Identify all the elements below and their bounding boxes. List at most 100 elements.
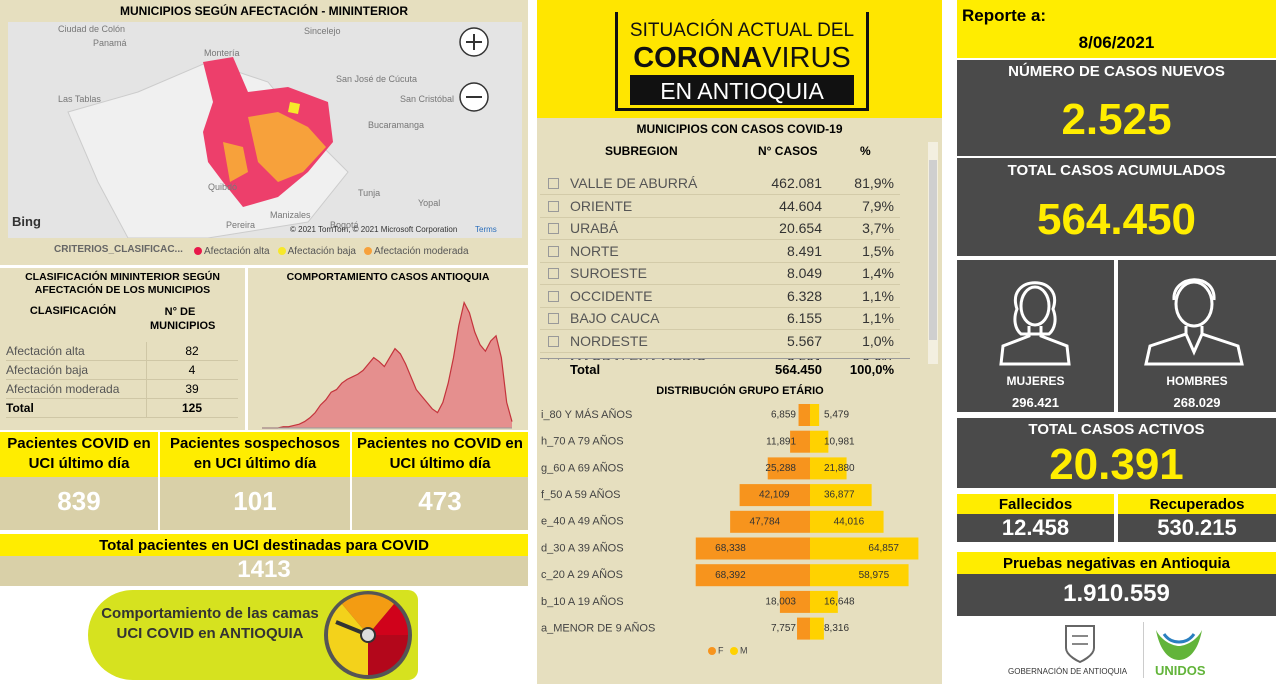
recovered-header <box>1118 494 1276 514</box>
table-header: CLASIFICACIÓN <box>29 305 117 317</box>
map-place-label: Pereira <box>226 220 256 230</box>
total-cases-value: 564.450 <box>1036 195 1197 244</box>
map-legend: Afectación alta Afectación baja Afectación… <box>194 244 524 258</box>
uci-body <box>160 477 350 530</box>
negative-value: 1.910.559 <box>1063 580 1170 607</box>
uci-beds-button-text[interactable]: Comportamiento de las camas UCI COVID en… <box>101 605 319 642</box>
subregion-cases: 5.567 <box>786 332 822 349</box>
classification-panel <box>0 268 245 430</box>
new-cases-label: NÚMERO DE CASOS NUEVOS <box>1008 63 1225 80</box>
uci-header <box>160 432 350 477</box>
classification-title: CLASIFICACIÓN MININTERIOR SEGÚN AFECTACI… <box>25 271 220 296</box>
active-box <box>957 418 1276 488</box>
deaths-header <box>957 494 1114 514</box>
subregion-name: MAGDALENA MEDIO <box>570 352 707 360</box>
deaths-body <box>957 514 1114 542</box>
expand-icon <box>548 245 559 257</box>
subregion-row: SUROESTE 8.049 1,4% <box>540 262 900 285</box>
subregion-pct: 81,9% <box>854 175 894 191</box>
report-label: Reporte a: <box>962 6 1047 25</box>
subregion-row: NORTE 8.491 1,5% <box>540 240 900 263</box>
uci-body <box>352 477 528 530</box>
map-place-label: San José de Cúcuta <box>336 74 418 84</box>
scrollbar-thumb[interactable] <box>929 160 937 340</box>
recovered-body <box>1118 514 1276 542</box>
subregion-cases: 3.591 <box>740 352 822 360</box>
uci-value: 839 <box>57 486 101 516</box>
active-value: 20.391 <box>1049 440 1184 489</box>
legend-dot <box>277 247 286 255</box>
map-place-label: Sincelejo <box>304 26 341 36</box>
uci-label: Pacientes no COVID en UCI último día <box>357 435 523 472</box>
men-box <box>1118 260 1276 412</box>
table-cell: 39 <box>185 382 199 396</box>
deaths-value: 12.458 <box>1001 515 1070 540</box>
subregion-cases: 8.049 <box>786 265 822 281</box>
subregion-pct: 1,0% <box>862 332 894 349</box>
table-cell: Afectación baja <box>6 361 147 379</box>
expand-icon <box>548 178 559 189</box>
new-cases-box <box>957 60 1276 156</box>
recovered-value: 530.215 <box>1157 515 1237 540</box>
subregion-cases: 20.654 <box>779 220 822 236</box>
expand-icon <box>548 223 559 234</box>
uci-body <box>0 477 158 530</box>
deaths-label: Fallecidos <box>998 496 1073 513</box>
subregion-name: OCCIDENTE <box>570 287 653 304</box>
legend-dot <box>364 247 372 255</box>
legend-title: CRITERIOS_CLASIFICAC... <box>54 244 183 255</box>
map-place-label: Yopal <box>418 198 441 208</box>
uci-header <box>0 432 158 477</box>
subregion-row: OCCIDENTE 6.328 1,1% <box>540 285 900 308</box>
negative-header <box>957 552 1276 574</box>
subregion-pct: 3,7% <box>862 220 894 236</box>
expand-icon <box>548 200 559 212</box>
subregion-name: NORTE <box>570 242 619 259</box>
moderate-area <box>223 142 248 182</box>
subregion-cases: 44.604 <box>779 197 822 214</box>
subregion-name: VALLE DE ABURRÁ <box>570 175 698 191</box>
subregion-name: BAJO CAUCA <box>570 310 660 326</box>
uci-total-value: 1413 <box>237 556 291 583</box>
subregion-cases: 6.328 <box>786 287 822 304</box>
subregion-row: VALLE DE ABURRÁ 462.081 81,9% <box>540 172 900 195</box>
subregion-cases: 8.491 <box>786 242 822 259</box>
subregion-name: ORIENTE <box>570 197 633 214</box>
subregion-row: ORIENTE 44.604 7,9% <box>540 195 900 218</box>
legend-label: Afectación alta <box>204 245 270 257</box>
man-icon <box>1144 278 1244 366</box>
uci-total-body <box>0 556 528 586</box>
subregion-cases: 6.155 <box>786 310 822 326</box>
negative-body <box>957 574 1276 616</box>
legend-item: Afectación moderada <box>364 244 469 258</box>
map-place-label: Bucaramanga <box>368 120 425 130</box>
subregion-pct: 7,9% <box>862 197 894 214</box>
total-cases-label: TOTAL CASOS ACUMULADOS <box>1007 162 1226 179</box>
table-cell: 125 <box>181 401 203 415</box>
table-row: Afectación baja 4 <box>6 361 238 380</box>
women-value: 296.421 <box>1012 395 1059 410</box>
subregion-pct: 1,1% <box>862 287 894 304</box>
subregion-name: URABÁ <box>570 220 619 236</box>
report-date: 8/06/2021 <box>1078 33 1155 52</box>
low-area <box>288 102 300 114</box>
negative-label: Pruebas negativas en Antioquia <box>1003 555 1230 572</box>
legend-item: Afectación alta <box>194 244 270 258</box>
subregion-pct: 0,6% <box>830 352 894 360</box>
map-terms[interactable]: Terms <box>475 225 497 234</box>
gov-shield <box>1065 625 1095 664</box>
subregion-header: N° CASOS <box>758 144 818 158</box>
subregion-header: SUBREGION <box>605 144 678 158</box>
subregion-pct: 1,5% <box>862 242 894 259</box>
legend-label: Afectación baja <box>287 245 356 257</box>
subregion-name: NORDESTE <box>570 332 648 349</box>
subregion-pct: 1,1% <box>862 310 894 326</box>
map-place-label: Manizales <box>270 210 311 220</box>
subregion-total-pct: 100,0% <box>849 362 894 377</box>
footer-separator <box>1143 622 1144 678</box>
moderate-area <box>248 112 326 182</box>
header-corona: CORONA <box>633 42 763 74</box>
uci-label: Pacientes sospechosos en UCI último día <box>169 435 341 472</box>
table-cell: 4 <box>188 363 196 377</box>
header-line3: EN ANTIOQUIA <box>660 78 824 104</box>
